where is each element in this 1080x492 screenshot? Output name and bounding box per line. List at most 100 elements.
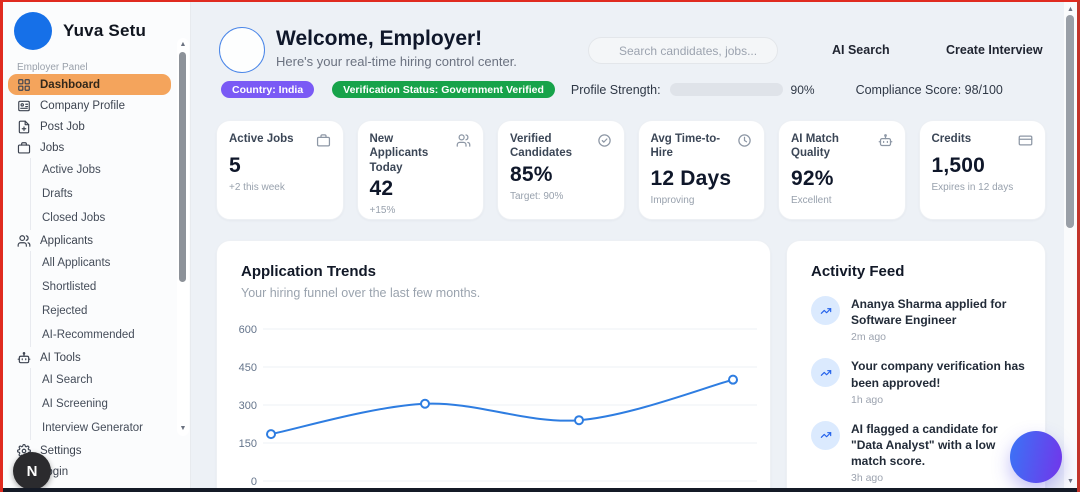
- sidebar-item-rejected[interactable]: Rejected: [30, 299, 177, 323]
- activity-item: AI flagged a candidate for "Data Analyst…: [811, 420, 1027, 484]
- svg-text:600: 600: [239, 324, 257, 336]
- sidebar-item-ai-recommended[interactable]: AI-Recommended: [30, 323, 177, 347]
- sidebar-item-ai-tools[interactable]: AI Tools: [8, 347, 171, 368]
- ai-assistant-fab[interactable]: [1010, 431, 1062, 483]
- sidebar-item-closed-jobs[interactable]: Closed Jobs: [30, 206, 177, 230]
- stat-card-credits: Credits 1,500 Expires in 12 days: [918, 120, 1046, 220]
- logo-row: Yuva Setu: [3, 2, 190, 54]
- scroll-up-icon[interactable]: ▲: [1067, 6, 1074, 13]
- id-card-icon: [17, 99, 31, 113]
- sidebar-item-post-job[interactable]: Post Job: [8, 116, 171, 137]
- sidebar-item-label: Rejected: [42, 305, 88, 317]
- main-scrollbar[interactable]: ▲ ▼: [1064, 2, 1077, 490]
- sidebar-item-label: AI-Recommended: [42, 329, 135, 341]
- sidebar-item-company-profile[interactable]: Company Profile: [8, 95, 171, 116]
- sidebar: Yuva Setu Employer Panel Dashboard Compan…: [3, 2, 191, 490]
- stat-subtext: +15%: [369, 205, 396, 217]
- stat-title: Active Jobs: [229, 133, 294, 145]
- robot-icon: [807, 42, 824, 59]
- sidebar-item-label: Shortlisted: [42, 281, 97, 293]
- sidebar-item-ai-screening[interactable]: AI Screening: [30, 392, 177, 416]
- sidebar-scrollbar-thumb[interactable]: [179, 52, 186, 282]
- sidebar-item-label: Jobs: [40, 141, 65, 154]
- scroll-down-icon[interactable]: ▼: [1067, 478, 1074, 485]
- stat-title: AI Match Quality: [791, 133, 839, 160]
- sidebar-item-label: Dashboard: [40, 78, 101, 91]
- activity-text: Ananya Sharma applied for Software Engin…: [851, 297, 1007, 328]
- stat-title: Credits: [931, 133, 972, 145]
- activity-time: 1h ago: [851, 393, 884, 406]
- sidebar-item-label: Settings: [40, 444, 82, 457]
- sidebar-item-label: Interview Generator: [42, 422, 143, 434]
- profile-strength-label: Profile Strength:: [570, 82, 661, 97]
- sidebar-item-label: Company Profile: [40, 99, 126, 112]
- trending-up-icon: [811, 296, 840, 325]
- sidebar-nav: Dashboard Company Profile Post Job Jobs Acti…: [3, 74, 177, 482]
- stat-card-active-jobs: Active Jobs 5 +2 this week: [216, 120, 344, 220]
- page-subtitle: Here's your real-time hiring control cen…: [276, 54, 517, 69]
- ai-search-button[interactable]: AI Search: [801, 38, 896, 62]
- search-input[interactable]: [588, 37, 778, 64]
- sidebar-item-ai-search[interactable]: AI Search: [30, 368, 177, 392]
- sidebar-item-interview-generator[interactable]: Interview Generator: [30, 416, 177, 440]
- scroll-up-icon[interactable]: ▲: [179, 41, 187, 48]
- trending-up-icon: [811, 420, 840, 450]
- employer-avatar: [219, 27, 265, 73]
- sidebar-item-label: Closed Jobs: [42, 212, 106, 224]
- activity-time: 2m ago: [851, 331, 887, 344]
- sidebar-item-label: Post Job: [40, 120, 85, 133]
- page-title: Welcome, Employer!: [276, 27, 483, 50]
- stat-value: 92%: [791, 166, 834, 190]
- sidebar-item-dashboard[interactable]: Dashboard: [8, 74, 171, 95]
- window-bottom-edge: [3, 488, 1077, 492]
- activity-text: Your company verification has been appro…: [851, 359, 1025, 390]
- sidebar-item-label: AI Search: [42, 374, 93, 386]
- credit-card-icon: [1018, 133, 1033, 148]
- briefcase-icon: [17, 141, 31, 155]
- application-trends-card: Application Trends Your hiring funnel ov…: [216, 240, 771, 492]
- main-scrollbar-thumb[interactable]: [1066, 15, 1074, 228]
- clock-icon: [737, 133, 752, 148]
- stats-grid: Active Jobs 5 +2 this week New Applicants T…: [216, 120, 1046, 220]
- stat-title: Verified Candidates: [510, 133, 572, 160]
- activity-item: Your company verification has been appro…: [811, 358, 1027, 406]
- sidebar-item-label: Active Jobs: [42, 164, 101, 176]
- svg-text:450: 450: [239, 362, 257, 374]
- stat-title: New Applicants Today: [369, 133, 429, 174]
- stat-subtext: Expires in 12 days: [931, 182, 1014, 193]
- users-icon: [456, 133, 471, 148]
- sidebar-item-drafts[interactable]: Drafts: [30, 182, 177, 206]
- n-floating-badge[interactable]: N: [13, 452, 51, 490]
- status-row: Country: India Verification Status: Gove…: [221, 80, 1003, 99]
- sidebar-item-shortlisted[interactable]: Shortlisted: [30, 275, 177, 299]
- sidebar-item-settings[interactable]: Settings: [8, 440, 171, 461]
- stat-card-new-applicants-today: New Applicants Today 42 +15%: [356, 120, 484, 220]
- create-interview-button[interactable]: Create Interview: [915, 38, 1049, 62]
- file-plus-icon: [17, 120, 31, 134]
- calendar-plus-icon: [921, 42, 938, 59]
- stat-card-avg-time-to-hire: Avg Time-to-Hire 12 Days Improving: [637, 120, 765, 220]
- app-title: Yuva Setu: [63, 21, 147, 40]
- sidebar-item-active-jobs[interactable]: Active Jobs: [30, 158, 177, 182]
- sidebar-scrollbar[interactable]: ▲ ▼: [177, 38, 189, 436]
- stat-subtext: Improving: [650, 194, 695, 206]
- activity-text: AI flagged a candidate for "Data Analyst…: [851, 421, 998, 469]
- profile-strength-bar: [669, 83, 783, 96]
- check-circle-icon: [597, 133, 612, 148]
- application-trends-chart: 600 450 300 150 0: [229, 303, 769, 492]
- activity-item: Ananya Sharma applied for Software Engin…: [811, 296, 1027, 343]
- sidebar-item-jobs[interactable]: Jobs: [8, 137, 171, 158]
- app-logo: [14, 12, 52, 50]
- stat-value: 12 Days: [650, 166, 732, 190]
- activity-feed-title: Activity Feed: [811, 263, 905, 280]
- scroll-down-icon[interactable]: ▼: [179, 425, 187, 432]
- grid-icon: [17, 78, 31, 92]
- sidebar-item-applicants[interactable]: Applicants: [8, 230, 171, 251]
- stat-card-verified-candidates: Verified Candidates 85% Target: 90%: [497, 120, 625, 220]
- stat-subtext: Excellent: [791, 194, 832, 206]
- profile-strength-value: 90%: [790, 82, 815, 97]
- sidebar-item-all-applicants[interactable]: All Applicants: [30, 251, 177, 275]
- trending-up-icon: [811, 358, 840, 388]
- compliance-score: Compliance Score: 98/100: [855, 82, 1003, 97]
